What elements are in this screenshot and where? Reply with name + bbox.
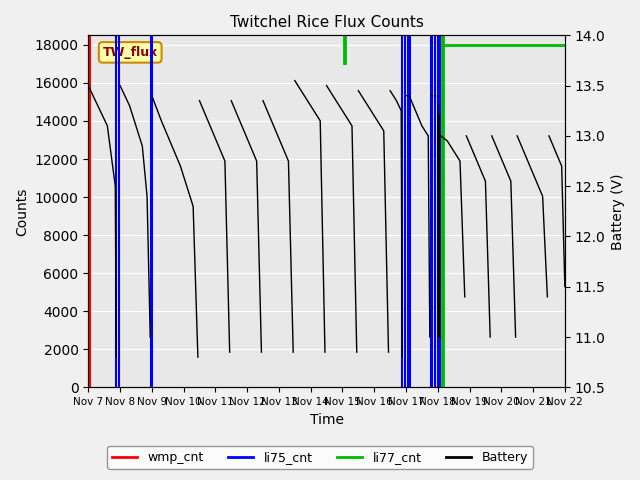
Text: TW_flux: TW_flux	[102, 46, 158, 59]
Title: Twitchel Rice Flux Counts: Twitchel Rice Flux Counts	[230, 15, 424, 30]
Y-axis label: Battery (V): Battery (V)	[611, 173, 625, 250]
Y-axis label: Counts: Counts	[15, 187, 29, 236]
Legend: wmp_cnt, li75_cnt, li77_cnt, Battery: wmp_cnt, li75_cnt, li77_cnt, Battery	[107, 446, 533, 469]
X-axis label: Time: Time	[310, 413, 344, 427]
